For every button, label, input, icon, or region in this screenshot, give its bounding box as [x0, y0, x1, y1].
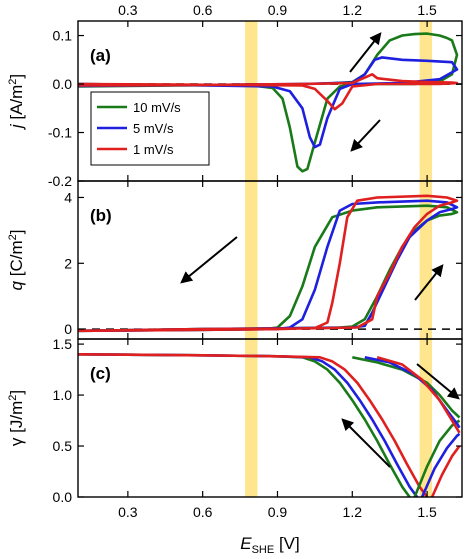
highlight-bands: [245, 21, 433, 497]
series-a-2: [77, 73, 459, 111]
ylabel: q [C/m2]: [7, 230, 26, 291]
series-b-1: [77, 199, 459, 333]
series-c-4: [420, 432, 461, 498]
ytick-label: 1.0: [53, 387, 73, 403]
xtick-label-top: 0.3: [118, 2, 138, 18]
ytick-label: 4: [64, 189, 72, 205]
xtick-label-bottom: 1.2: [343, 504, 363, 520]
xtick-label-top: 0.9: [268, 2, 288, 18]
xtick-label-top: 1.5: [417, 2, 437, 18]
highlight-band-1: [419, 21, 433, 497]
legend-label: 1 mV/s: [133, 142, 174, 157]
ytick-label: -0.2: [48, 173, 72, 189]
panel-label: (b): [90, 206, 112, 225]
frame-b: [77, 180, 463, 340]
ylabel: γ [J/m2]: [7, 390, 26, 446]
series-c-7: [364, 356, 461, 429]
ticks-layer: [78, 21, 462, 498]
arrows-layer: [180, 32, 460, 468]
series-c-5: [430, 445, 461, 498]
ytick-label: 0.0: [53, 489, 73, 505]
legend-label: 5 mV/s: [133, 121, 174, 136]
panel-label: (a): [90, 46, 111, 65]
series-c-0: [77, 353, 411, 498]
labels-layer: -0.2 -0.1 0.0 0.1 (a) j [A/m2] 0 2 4 (b) q [C/m2] 0…: [7, 2, 437, 556]
xtick-label-bottom: 0.3: [118, 504, 138, 520]
series-layer: [77, 32, 461, 498]
xtick-label-top: 0.6: [193, 2, 213, 18]
series-b-2: [77, 194, 459, 333]
xtick-label-top: 1.2: [343, 2, 363, 18]
series-c-2: [77, 353, 429, 498]
series-c-8: [376, 356, 461, 434]
ytick-label: 0: [64, 321, 72, 337]
legend-label: 10 mV/s: [133, 100, 181, 115]
arrow-2: [180, 236, 238, 284]
panel-frames: [77, 20, 463, 498]
xtick-label-bottom: 0.9: [268, 504, 288, 520]
arrow-5: [416, 363, 460, 400]
ylabel: j [A/m2]: [7, 74, 26, 130]
panel-label: (c): [90, 364, 111, 383]
highlight-band-0: [245, 21, 258, 497]
series-b-0: [77, 204, 459, 333]
arrow-1: [350, 119, 381, 152]
xtick-label-bottom: 0.6: [193, 504, 213, 520]
legend: 10 mV/s 5 mV/s 1 mV/s: [90, 91, 210, 166]
ytick-label: -0.1: [48, 125, 72, 141]
ytick-label: 0.0: [53, 76, 73, 92]
xlabel: ESHE [V]: [240, 534, 299, 556]
arrow-0: [349, 32, 382, 73]
series-c-6: [352, 356, 461, 419]
ytick-label: 0.1: [53, 28, 73, 44]
ytick-label: 0.5: [53, 438, 73, 454]
xtick-label-bottom: 1.5: [417, 504, 437, 520]
frame-c: [77, 338, 463, 498]
ytick-label: 2: [64, 255, 72, 271]
arrow-3: [414, 264, 444, 301]
arrow-4: [341, 418, 391, 468]
ytick-label: 1.5: [53, 336, 73, 352]
